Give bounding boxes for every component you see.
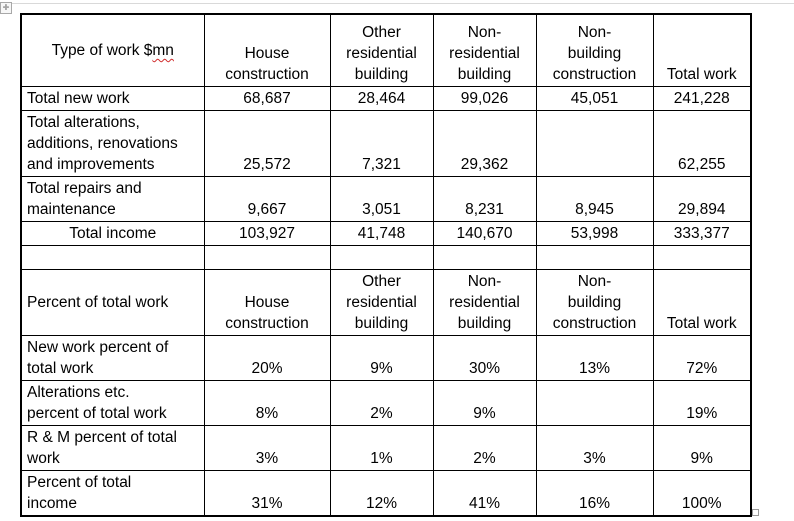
row-label-total-new-work[interactable]: Total new work (20, 85, 205, 111)
value-cell[interactable]: 19% (652, 379, 752, 426)
value-cell[interactable]: 9% (329, 334, 434, 381)
col-header-house-construction-2[interactable]: House construction (203, 268, 331, 336)
value-cell[interactable]: 103,927 (203, 220, 331, 246)
col-header-total-work-2[interactable]: Total work (652, 268, 752, 336)
value-cell[interactable]: 3% (535, 424, 654, 471)
row-label-alterations-percent[interactable]: Alterations etc. percent of total work (20, 379, 205, 426)
value-cell[interactable]: 241,228 (652, 85, 752, 111)
header-percent-of-total-work[interactable]: Percent of total work (20, 268, 205, 336)
table-row: Type of work $mn House construction Othe… (20, 13, 752, 87)
table-row: R & M percent of total work 3% 1% 2% 3% … (20, 424, 752, 471)
col-header-non-residential[interactable]: Non- residential building (432, 13, 537, 87)
value-cell[interactable]: 100% (652, 469, 752, 516)
value-cell[interactable]: 31% (203, 469, 331, 516)
value-cell[interactable]: 9% (432, 379, 537, 426)
value-cell[interactable]: 12% (329, 469, 434, 516)
empty-cell[interactable] (20, 244, 205, 270)
table-row: Total alterations, additions, renovation… (20, 109, 752, 177)
header-type-of-work-text: Type of work $ (51, 41, 153, 59)
table-row: New work percent of total work 20% 9% 30… (20, 334, 752, 381)
empty-cell[interactable] (329, 244, 434, 270)
col-header-non-building-2[interactable]: Non- building construction (535, 268, 654, 336)
col-header-other-residential-2[interactable]: Other residential building (329, 268, 434, 336)
value-cell[interactable]: 99,026 (432, 85, 537, 111)
value-cell[interactable]: 41% (432, 469, 537, 516)
value-cell[interactable]: 41,748 (329, 220, 434, 246)
empty-cell[interactable] (432, 244, 537, 270)
value-cell[interactable]: 2% (329, 379, 434, 426)
table-row: Percent of total work House construction… (20, 268, 752, 336)
value-cell[interactable]: 333,377 (652, 220, 752, 246)
table-row: Percent of total income 31% 12% 41% 16% … (20, 469, 752, 516)
value-cell[interactable]: 45,051 (535, 85, 654, 111)
value-cell[interactable]: 30% (432, 334, 537, 381)
value-cell[interactable]: 9,667 (203, 175, 331, 222)
value-cell[interactable]: 8% (203, 379, 331, 426)
value-cell[interactable]: 25,572 (203, 109, 331, 177)
value-cell-empty[interactable] (535, 379, 654, 426)
value-cell[interactable]: 29,362 (432, 109, 537, 177)
value-cell[interactable]: 68,687 (203, 85, 331, 111)
col-header-total-work[interactable]: Total work (652, 13, 752, 87)
value-cell[interactable]: 16% (535, 469, 654, 516)
value-cell[interactable]: 29,894 (652, 175, 752, 222)
spellcheck-squiggle-text: mn (152, 41, 174, 59)
value-cell[interactable]: 8,231 (432, 175, 537, 222)
value-cell[interactable]: 20% (203, 334, 331, 381)
value-cell[interactable]: 72% (652, 334, 752, 381)
row-label-new-work-percent[interactable]: New work percent of total work (20, 334, 205, 381)
value-cell[interactable]: 3% (203, 424, 331, 471)
table-resize-handle[interactable] (752, 509, 759, 516)
col-header-non-residential-2[interactable]: Non- residential building (432, 268, 537, 336)
table-row: Alterations etc. percent of total work 8… (20, 379, 752, 426)
col-header-non-building[interactable]: Non- building construction (535, 13, 654, 87)
value-cell[interactable]: 3,051 (329, 175, 434, 222)
col-header-house-construction[interactable]: House construction (203, 13, 331, 87)
construction-work-table: Type of work $mn House construction Othe… (20, 13, 752, 517)
empty-cell[interactable] (535, 244, 654, 270)
table-row: Total repairs and maintenance 9,667 3,05… (20, 175, 752, 222)
row-label-total-alterations[interactable]: Total alterations, additions, renovation… (20, 109, 205, 177)
value-cell[interactable]: 8,945 (535, 175, 654, 222)
value-cell[interactable]: 2% (432, 424, 537, 471)
row-label-rm-percent[interactable]: R & M percent of total work (20, 424, 205, 471)
table-row: Total income 103,927 41,748 140,670 53,9… (20, 220, 752, 246)
value-cell[interactable]: 7,321 (329, 109, 434, 177)
value-cell[interactable]: 140,670 (432, 220, 537, 246)
value-cell[interactable]: 62,255 (652, 109, 752, 177)
table-move-handle-icon[interactable]: ✛ (0, 2, 12, 14)
value-cell[interactable]: 28,464 (329, 85, 434, 111)
row-label-total-repairs[interactable]: Total repairs and maintenance (20, 175, 205, 222)
row-label-total-income[interactable]: Total income (20, 220, 205, 246)
col-header-other-residential[interactable]: Other residential building (329, 13, 434, 87)
empty-cell[interactable] (652, 244, 752, 270)
header-type-of-work[interactable]: Type of work $mn (20, 13, 205, 87)
value-cell[interactable]: 53,998 (535, 220, 654, 246)
row-label-percent-total-income[interactable]: Percent of total income (20, 469, 205, 516)
table-row: Total new work 68,687 28,464 99,026 45,0… (20, 85, 752, 111)
empty-cell[interactable] (203, 244, 331, 270)
value-cell[interactable]: 13% (535, 334, 654, 381)
spacer-row (20, 244, 752, 270)
value-cell-empty[interactable] (535, 109, 654, 177)
value-cell[interactable]: 1% (329, 424, 434, 471)
value-cell[interactable]: 9% (652, 424, 752, 471)
document-top-edge (0, 3, 794, 4)
